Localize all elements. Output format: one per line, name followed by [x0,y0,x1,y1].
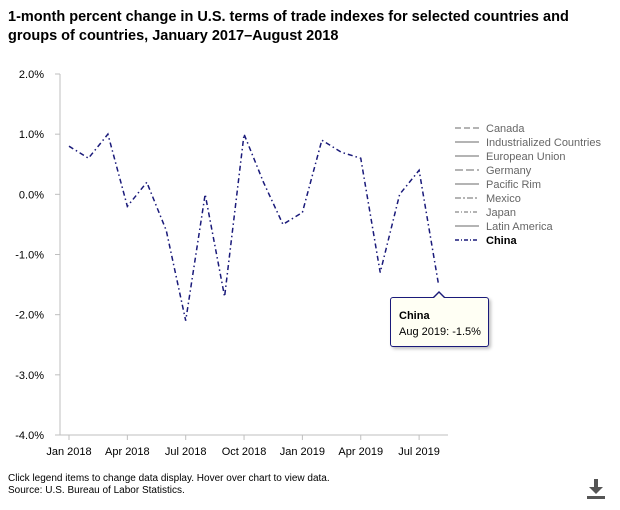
data-point[interactable] [182,317,190,325]
data-point[interactable] [84,154,92,162]
x-tick-label: Jul 2018 [165,446,207,458]
y-tick-label: -4.0% [15,430,44,442]
data-point[interactable] [240,130,248,138]
data-point[interactable] [376,269,384,277]
legend-label: Mexico [486,193,521,205]
legend-label: Latin America [486,221,554,233]
x-tick-label: Oct 2018 [222,446,267,458]
y-tick-label: -3.0% [15,370,44,382]
legend-item[interactable]: Latin America [455,221,554,233]
x-tick-label: Apr 2018 [105,446,150,458]
legend-item[interactable]: Germany [455,165,532,177]
legend-label: Canada [486,123,525,135]
data-point[interactable] [396,190,404,198]
data-point[interactable] [318,136,326,144]
legend-item[interactable]: Pacific Rim [455,179,541,191]
footer-note: Click legend items to change data displa… [8,473,330,484]
legend-item[interactable]: Japan [455,207,516,219]
legend-label: Pacific Rim [486,179,541,191]
data-point[interactable] [435,281,443,289]
y-tick-label: 0.0% [19,189,44,201]
chart-title: 1-month percent change in U.S. terms of … [8,9,569,44]
tooltip-series: China [399,310,430,322]
legend-label: China [486,235,517,247]
legend-label: Japan [486,207,516,219]
data-point[interactable] [415,166,423,174]
data-point[interactable] [298,208,306,216]
legend-label: Industrialized Countries [486,137,601,149]
y-tick-label: 1.0% [19,129,44,141]
y-tick-label: -1.0% [15,250,44,262]
legend-item[interactable]: Mexico [455,193,521,205]
tooltip-arrow-fill [433,293,445,299]
legend-item[interactable]: Industrialized Countries [455,137,601,149]
legend-item[interactable]: China [455,235,517,247]
y-tick-label: 2.0% [19,69,44,81]
x-tick-label: Jul 2019 [398,446,440,458]
tooltip-value: Aug 2019: -1.5% [399,326,481,338]
legend-item[interactable]: Canada [455,123,525,135]
legend-label: European Union [486,151,566,163]
data-point[interactable] [201,190,209,198]
x-tick-label: Jan 2018 [46,446,91,458]
data-point[interactable] [337,148,345,156]
legend-item[interactable]: European Union [455,151,566,163]
download-icon[interactable] [586,478,606,500]
legend-label: Germany [486,165,532,177]
tooltip: China Aug 2019: -1.5% [390,297,489,347]
x-tick-label: Apr 2019 [338,446,383,458]
data-point[interactable] [260,178,268,186]
footer: Click legend items to change data displa… [8,473,330,497]
series-line-china[interactable] [68,132,440,321]
data-point[interactable] [221,293,229,301]
y-tick-label: -2.0% [15,310,44,322]
data-point[interactable] [143,178,151,186]
x-tick-label: Jan 2019 [280,446,325,458]
data-point[interactable] [65,142,73,150]
data-point[interactable] [104,130,112,138]
data-point[interactable] [279,220,287,228]
data-point[interactable] [357,154,365,162]
footer-source: Source: U.S. Bureau of Labor Statistics. [8,485,185,496]
data-point[interactable] [162,226,170,234]
data-point[interactable] [123,202,131,210]
